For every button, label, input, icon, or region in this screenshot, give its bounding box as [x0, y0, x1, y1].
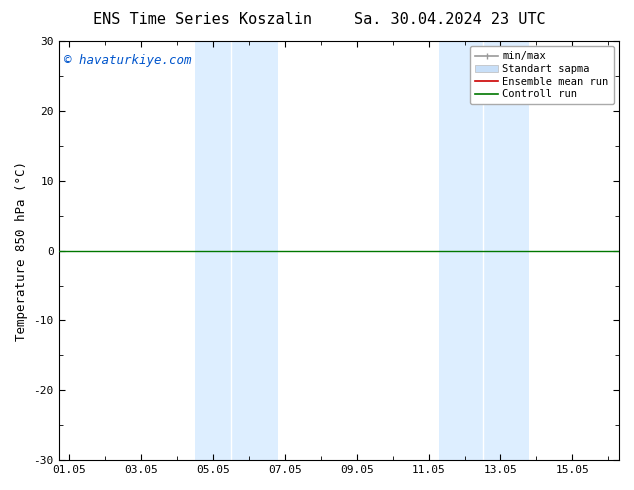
Text: Sa. 30.04.2024 23 UTC: Sa. 30.04.2024 23 UTC [354, 12, 546, 27]
Text: © havaturkiye.com: © havaturkiye.com [64, 53, 191, 67]
Y-axis label: Temperature 850 hPa (°C): Temperature 850 hPa (°C) [15, 161, 28, 341]
Text: ENS Time Series Koszalin: ENS Time Series Koszalin [93, 12, 313, 27]
Legend: min/max, Standart sapma, Ensemble mean run, Controll run: min/max, Standart sapma, Ensemble mean r… [470, 46, 614, 104]
Bar [195, 41, 278, 460]
Bar [439, 41, 529, 460]
